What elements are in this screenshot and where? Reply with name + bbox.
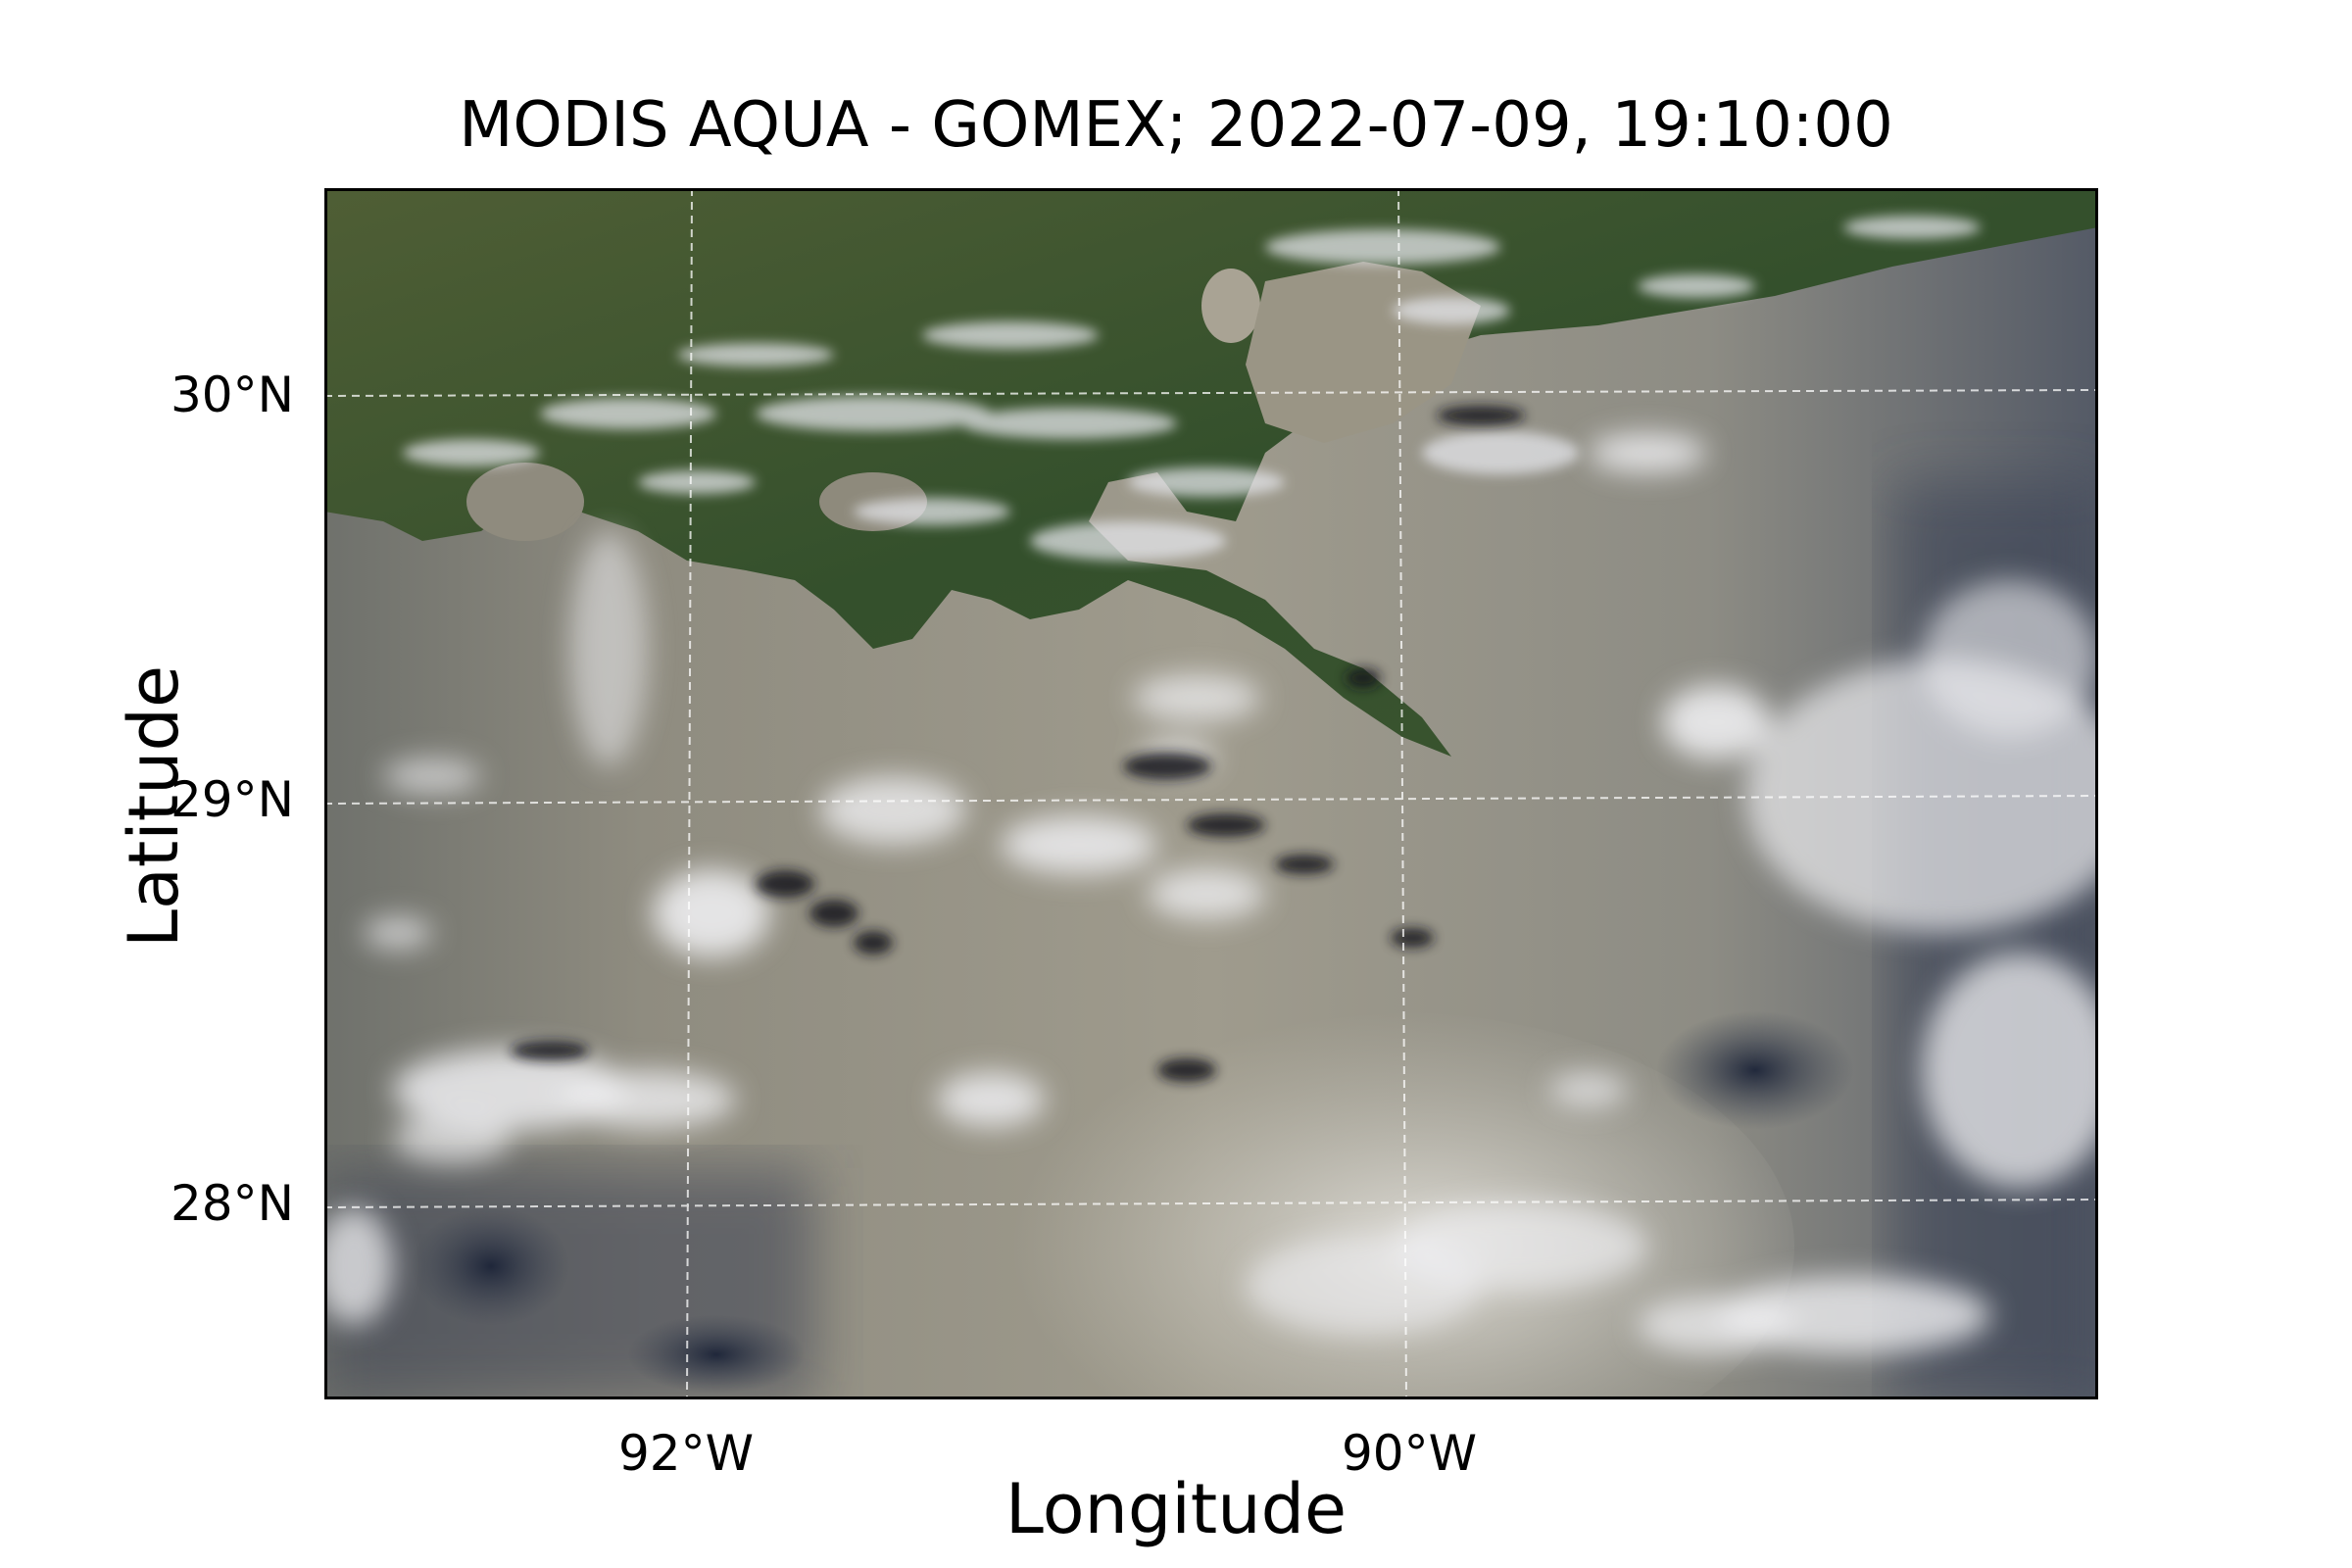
lon-tick-92w: 92°W bbox=[617, 1425, 755, 1482]
sea-cloud-field bbox=[324, 433, 2098, 1354]
axes-border bbox=[324, 188, 2098, 1399]
lat-tick-28n: 28°N bbox=[170, 1175, 294, 1232]
lake-pontchartrain-small bbox=[1201, 269, 1260, 343]
land-cloud-field bbox=[403, 216, 1981, 561]
map-frame bbox=[324, 188, 2098, 1399]
sunglint-area bbox=[971, 1011, 1794, 1399]
gridline-92w bbox=[686, 188, 693, 1399]
gridline-29n bbox=[324, 795, 2098, 805]
lon-tick-90w: 90°W bbox=[1341, 1425, 1478, 1482]
gridline-30n bbox=[324, 389, 2098, 397]
graticule bbox=[324, 188, 2098, 1399]
x-axis-label: Longitude bbox=[1004, 1469, 1348, 1549]
gridline-28n bbox=[324, 1199, 2098, 1208]
lat-tick-29n: 29°N bbox=[170, 771, 294, 828]
map-title: MODIS AQUA - GOMEX; 2022-07-09, 19:10:00 bbox=[459, 89, 1893, 162]
lat-tick-30n: 30°N bbox=[170, 367, 294, 423]
cloud-shadows bbox=[511, 406, 1525, 1082]
gridline-90w bbox=[1397, 188, 1407, 1399]
y-axis-label: Latitude bbox=[114, 664, 194, 949]
satellite-image bbox=[324, 188, 2098, 1399]
dark-water-patch bbox=[1657, 1011, 1853, 1129]
